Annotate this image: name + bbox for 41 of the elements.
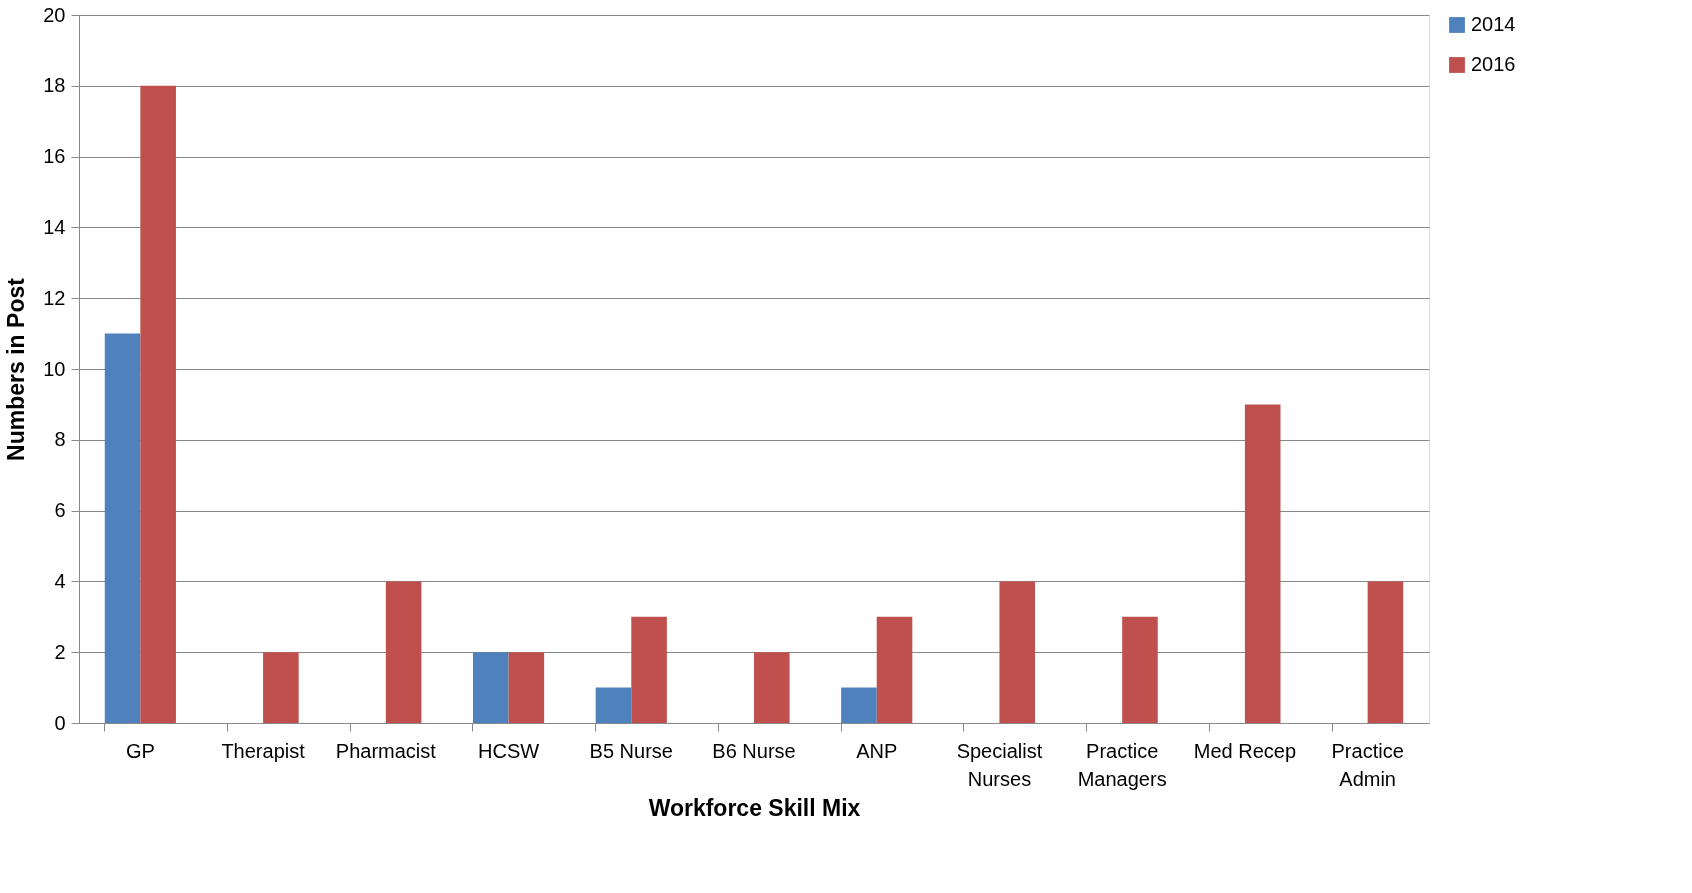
bar [1367, 581, 1404, 723]
bar [754, 652, 790, 723]
x-tick-label: Practice Admin [1331, 739, 1404, 790]
bar [1244, 404, 1281, 723]
y-tick-label: 6 [54, 499, 66, 522]
x-tick-label: HCSW [477, 739, 540, 762]
bar [999, 581, 1036, 723]
bar [104, 333, 141, 723]
y-tick-label: 0 [54, 711, 66, 734]
y-axis-title: Numbers in Post [3, 277, 30, 461]
y-tick-label: 16 [43, 145, 66, 168]
bar [385, 581, 422, 723]
bar [263, 652, 299, 723]
x-tick-label: GP [125, 739, 155, 762]
y-tick-label: 14 [43, 215, 66, 238]
bar [876, 616, 913, 723]
bar [472, 652, 509, 723]
legend-label: 2014 [1471, 13, 1516, 35]
x-tick-label: Practice Managers [1077, 739, 1167, 790]
bar [595, 687, 632, 723]
x-axis-title: Workforce Skill Mix [648, 794, 861, 821]
y-tick-label: 20 [43, 3, 66, 26]
y-tick-label: 4 [54, 569, 66, 592]
y-tick-label: 2 [54, 640, 66, 663]
x-tick-label: ANP [856, 739, 898, 762]
bar [508, 652, 545, 723]
x-tick-label: Pharmacist [335, 739, 437, 762]
y-tick-label: 18 [43, 74, 66, 97]
y-tick-label: 8 [54, 428, 66, 451]
y-tick-label: 10 [43, 357, 66, 380]
legend-label: 2016 [1471, 53, 1516, 75]
y-tick-label: 12 [43, 286, 66, 309]
x-tick-label: Therapist [221, 739, 306, 762]
bar [841, 687, 877, 723]
x-tick-label: B6 Nurse [712, 739, 796, 762]
x-tick-label: Specialist Nurses [956, 739, 1043, 790]
bar [631, 616, 667, 723]
bar [1122, 616, 1158, 723]
x-tick-label: B5 Nurse [589, 739, 673, 762]
bar [140, 85, 176, 723]
x-tick-label: Med Recep [1193, 739, 1297, 762]
